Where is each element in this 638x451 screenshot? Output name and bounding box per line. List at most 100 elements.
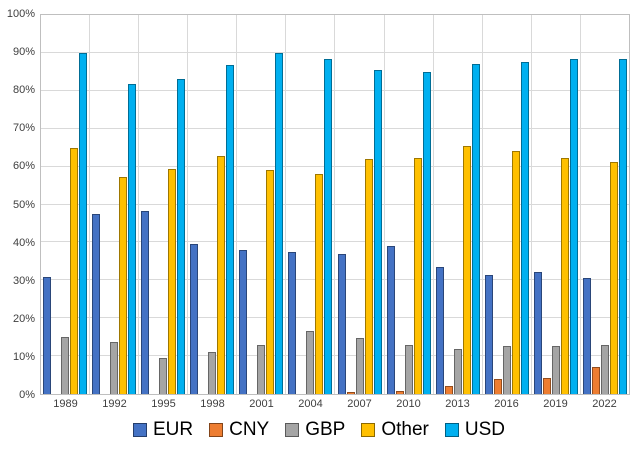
- x-tick-label: 2010: [396, 398, 421, 410]
- chart-body: 0% 10% 20% 30% 40% 50% 60% 70% 80% 90% 100%: [4, 8, 630, 401]
- x-tick-label: 1992: [102, 398, 127, 410]
- x-tick-label: 2022: [592, 398, 617, 410]
- bar-cny-2016: [493, 378, 502, 394]
- x-tick-label: 1998: [200, 398, 225, 410]
- plot-area: [40, 14, 630, 395]
- bar-gbp-1992: [110, 342, 119, 394]
- bar-eur-2013: [435, 267, 444, 394]
- legend-swatch-other: [361, 423, 376, 437]
- legend-label-other: Other: [381, 419, 429, 440]
- legend-item-gbp: GBP: [285, 419, 345, 441]
- y-tick-label: 10%: [12, 350, 35, 363]
- bar-gbp-2001: [257, 344, 266, 394]
- bar-gbp-2016: [502, 345, 511, 394]
- legend-swatch-eur: [132, 423, 147, 437]
- bar-other-2010: [413, 157, 422, 394]
- x-tick-label: 2013: [445, 398, 470, 410]
- bar-other-2016: [511, 150, 520, 394]
- legend-swatch-cny: [209, 423, 224, 437]
- bar-eur-2022: [582, 278, 591, 394]
- y-tick-label: 80%: [12, 84, 35, 97]
- bar-groups: [41, 15, 629, 394]
- bar-eur-1995: [141, 211, 150, 394]
- bar-other-1995: [168, 168, 177, 394]
- bar-other-2004: [315, 173, 324, 394]
- y-tick-label: 60%: [12, 160, 35, 173]
- y-tick-label: 90%: [12, 46, 35, 59]
- bar-group-1995: [139, 15, 189, 394]
- bar-other-2007: [364, 159, 373, 394]
- legend-label-cny: CNY: [229, 419, 270, 440]
- legend-item-usd: USD: [444, 419, 506, 441]
- y-tick-label: 0%: [19, 389, 35, 401]
- bar-group-2022: [581, 15, 629, 394]
- y-tick-label: 100%: [6, 8, 35, 20]
- bar-group-2001: [237, 15, 287, 394]
- bar-eur-1989: [43, 276, 52, 394]
- bar-eur-2016: [484, 275, 493, 394]
- bar-usd-2007: [373, 69, 382, 394]
- bar-group-1989: [41, 15, 91, 394]
- bar-gbp-1998: [208, 352, 217, 394]
- legend-item-eur: EUR: [132, 419, 193, 441]
- x-tick-label: 2001: [249, 398, 274, 410]
- bar-cny-2022: [591, 367, 600, 394]
- legend: EUR CNY GBP Other USD: [0, 419, 638, 441]
- bar-gbp-2007: [355, 337, 364, 394]
- bar-cny-2013: [444, 385, 453, 394]
- bar-other-1989: [70, 148, 79, 394]
- bar-usd-2010: [422, 72, 431, 394]
- x-tick-label: 2007: [347, 398, 372, 410]
- bar-usd-2016: [520, 62, 529, 394]
- x-tick-label: 1995: [151, 398, 176, 410]
- bar-cny-2019: [542, 377, 551, 394]
- bar-usd-1998: [226, 65, 235, 394]
- bar-eur-2010: [386, 246, 395, 394]
- bar-group-2007: [335, 15, 385, 394]
- bar-gbp-2022: [600, 345, 609, 394]
- bar-usd-1995: [177, 79, 186, 394]
- y-tick-label: 40%: [12, 236, 35, 249]
- bar-other-2013: [462, 145, 471, 394]
- bar-group-2016: [483, 15, 532, 394]
- bar-gbp-2004: [306, 331, 315, 394]
- bar-group-2004: [286, 15, 336, 394]
- legend-swatch-gbp: [285, 423, 300, 437]
- y-tick-label: 20%: [12, 312, 35, 325]
- bar-other-2022: [609, 162, 618, 394]
- bar-group-1992: [90, 15, 140, 394]
- y-tick-label: 50%: [12, 198, 35, 211]
- legend-label-usd: USD: [464, 419, 506, 440]
- bar-cny-2007: [346, 392, 355, 394]
- y-tick-label: 70%: [12, 122, 35, 135]
- bar-group-1998: [188, 15, 238, 394]
- bar-usd-1992: [128, 83, 137, 394]
- legend-label-gbp: GBP: [305, 419, 346, 440]
- x-tick-label: 1989: [53, 398, 78, 410]
- y-tick-label: 30%: [12, 274, 35, 287]
- bar-eur-2004: [288, 252, 297, 394]
- legend-swatch-usd: [444, 423, 459, 437]
- bar-gbp-1989: [61, 337, 70, 394]
- legend-item-other: Other: [361, 419, 429, 441]
- bar-gbp-1995: [159, 358, 168, 394]
- x-axis: 1989 1992 1995 1998 2001 2004 2007 2010 2013 2016…: [41, 398, 629, 410]
- bar-usd-2004: [324, 59, 333, 394]
- bar-group-2010: [385, 15, 434, 394]
- bar-other-1998: [217, 156, 226, 394]
- bar-usd-2001: [275, 52, 284, 394]
- bar-usd-2019: [569, 59, 578, 394]
- y-axis: 0% 10% 20% 30% 40% 50% 60% 70% 80% 90% 100%: [4, 8, 40, 401]
- bar-eur-2001: [239, 250, 248, 394]
- x-tick-label: 2019: [543, 398, 568, 410]
- bar-eur-2007: [337, 253, 346, 394]
- bar-cny-2010: [395, 390, 404, 394]
- bar-group-2013: [434, 15, 483, 394]
- bar-eur-1992: [92, 213, 101, 394]
- bar-gbp-2019: [551, 345, 560, 394]
- bar-usd-2013: [471, 64, 480, 394]
- bar-group-2019: [532, 15, 581, 394]
- bar-usd-2022: [618, 58, 627, 394]
- x-tick-label: 2016: [494, 398, 519, 410]
